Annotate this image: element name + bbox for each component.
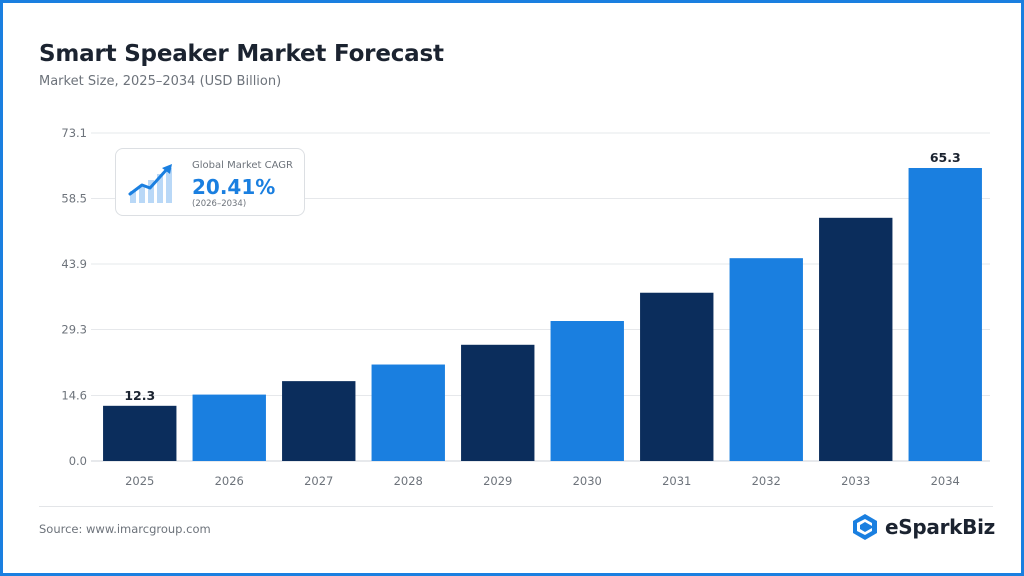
- growth-chart-icon: [128, 164, 172, 203]
- data-label: 65.3: [930, 150, 961, 165]
- bar-2030: [550, 321, 624, 461]
- data-label: 12.3: [124, 388, 155, 403]
- y-tick-label: 29.3: [61, 323, 87, 337]
- esparkbiz-logo-icon: [853, 514, 877, 540]
- bar-chart: 0.0 14.6 29.3 43.9 58.5 73.1 2025 2026 2027 2028 2…: [61, 126, 990, 488]
- chart-subtitle: Market Size, 2025–2034 (USD Billion): [39, 74, 282, 89]
- y-tick-label: 58.5: [61, 192, 87, 206]
- bar-2027: [282, 381, 356, 461]
- x-tick-label: 2028: [394, 474, 423, 488]
- logo-text: eSparkBiz: [885, 515, 995, 539]
- cagr-label: Global Market CAGR: [192, 160, 293, 171]
- chart-title: Smart Speaker Market Forecast: [39, 41, 444, 67]
- bar-2032: [729, 258, 803, 461]
- source-text: Source: www.imarcgroup.com: [39, 522, 211, 536]
- bar-2028: [371, 364, 445, 461]
- cagr-card: Global Market CAGR 20.41% (2026–2034): [115, 148, 305, 216]
- y-tick-label: 43.9: [61, 257, 87, 271]
- x-tick-label: 2033: [841, 474, 870, 488]
- x-tick-label: 2032: [752, 474, 781, 488]
- brand-logo: eSparkBiz: [851, 512, 995, 542]
- x-tick-label: 2026: [215, 474, 244, 488]
- cagr-period: (2026–2034): [192, 199, 247, 209]
- bar-2034: [908, 167, 982, 461]
- y-tick-label: 73.1: [61, 126, 87, 140]
- bar-2029: [461, 344, 535, 461]
- y-tick-label: 0.0: [69, 454, 87, 468]
- bar-2033: [819, 217, 893, 461]
- bar-2025: [103, 405, 177, 461]
- x-tick-label: 2031: [662, 474, 691, 488]
- footer-divider: [39, 506, 993, 507]
- y-tick-label: 14.6: [61, 388, 87, 402]
- x-tick-label: 2030: [573, 474, 602, 488]
- x-tick-label: 2034: [931, 474, 960, 488]
- x-tick-label: 2029: [483, 474, 512, 488]
- x-tick-label: 2025: [125, 474, 154, 488]
- x-tick-label: 2027: [304, 474, 333, 488]
- bar-2031: [640, 292, 714, 461]
- bar-2026: [192, 394, 266, 461]
- cagr-value: 20.41%: [192, 175, 276, 199]
